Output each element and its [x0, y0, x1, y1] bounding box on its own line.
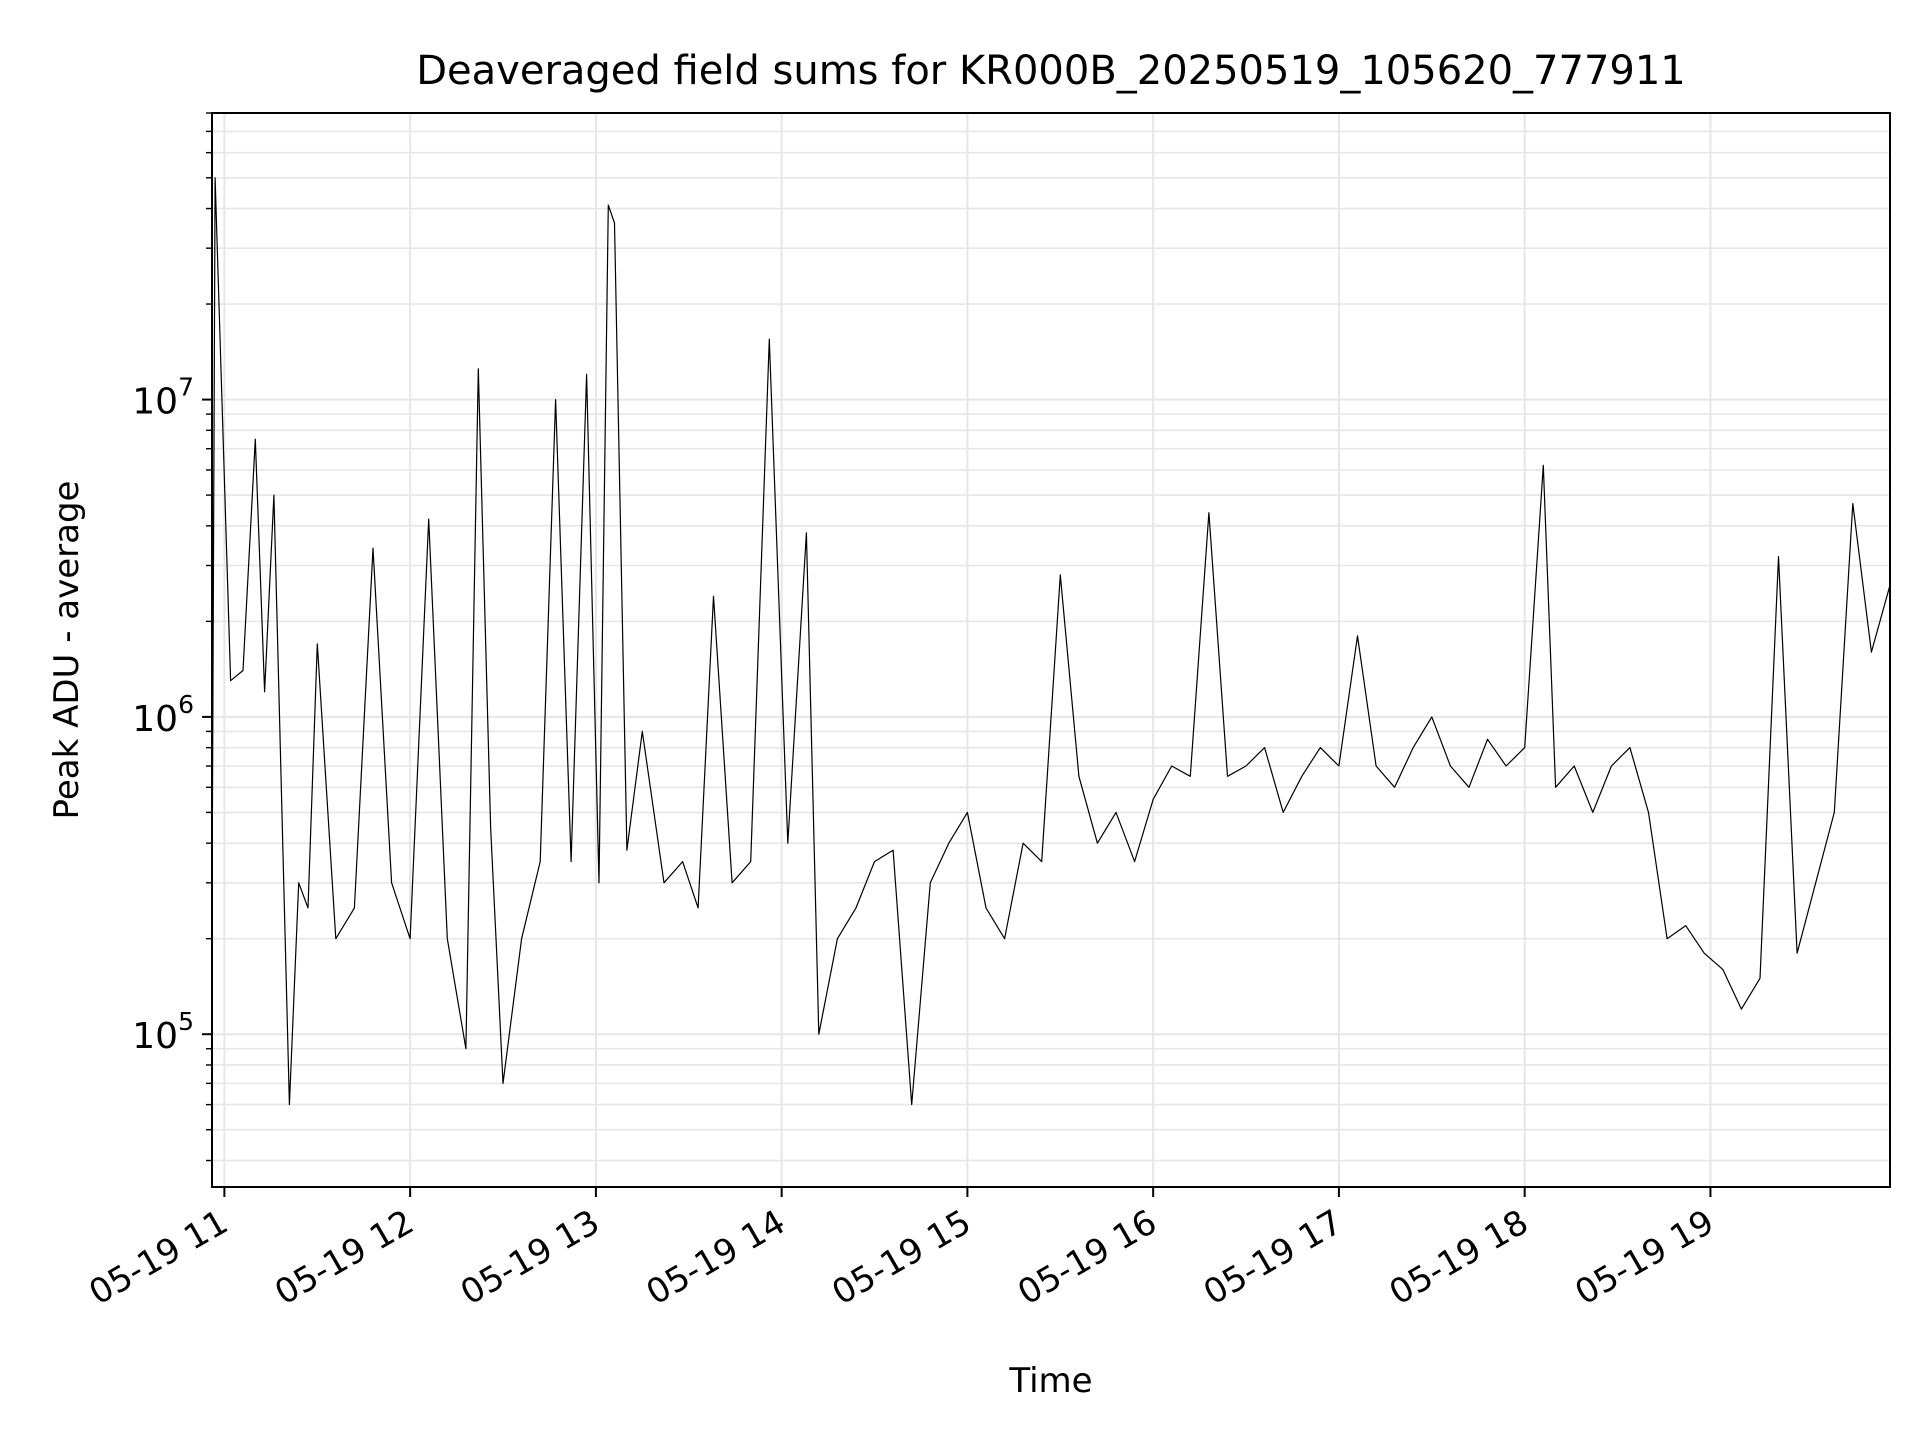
- chart-title: Deaveraged field sums for KR000B_2025051…: [416, 48, 1686, 94]
- y-tick-base: 10: [132, 699, 178, 740]
- x-tick-label: 05-19 16: [1011, 1202, 1163, 1313]
- x-axis-ticks: 05-19 11 05-19 12 05-19 13 05-19 14 05-19 15…: [82, 1187, 1721, 1313]
- x-tick-label: 05-19 17: [1197, 1202, 1349, 1313]
- y-tick-label: 107: [132, 373, 194, 423]
- x-tick-label: 05-19 19: [1569, 1202, 1721, 1313]
- plot-frame: [211, 112, 1891, 1188]
- series-line: [211, 177, 1891, 1106]
- y-tick-label: 105: [132, 1007, 194, 1057]
- y-tick-exponent: 7: [178, 373, 194, 402]
- y-tick-base: 10: [132, 382, 178, 423]
- x-tick-label: 05-19 18: [1383, 1202, 1535, 1313]
- x-tick-label: 05-19 14: [640, 1202, 792, 1313]
- y-axis-label: Peak ADU - average: [47, 481, 87, 820]
- y-tick-base: 10: [132, 1016, 178, 1057]
- y-tick-exponent: 5: [178, 1007, 194, 1036]
- x-tick-label: 05-19 15: [826, 1202, 978, 1313]
- x-axis-label: Time: [1008, 1361, 1092, 1401]
- x-tick-label: 05-19 12: [268, 1202, 420, 1313]
- y-tick-label: 106: [132, 690, 194, 740]
- x-tick-label: 05-19 13: [454, 1202, 606, 1313]
- x-tick-label: 05-19 11: [82, 1202, 234, 1313]
- grid-layer: [212, 112, 1890, 1187]
- y-tick-exponent: 6: [178, 690, 194, 719]
